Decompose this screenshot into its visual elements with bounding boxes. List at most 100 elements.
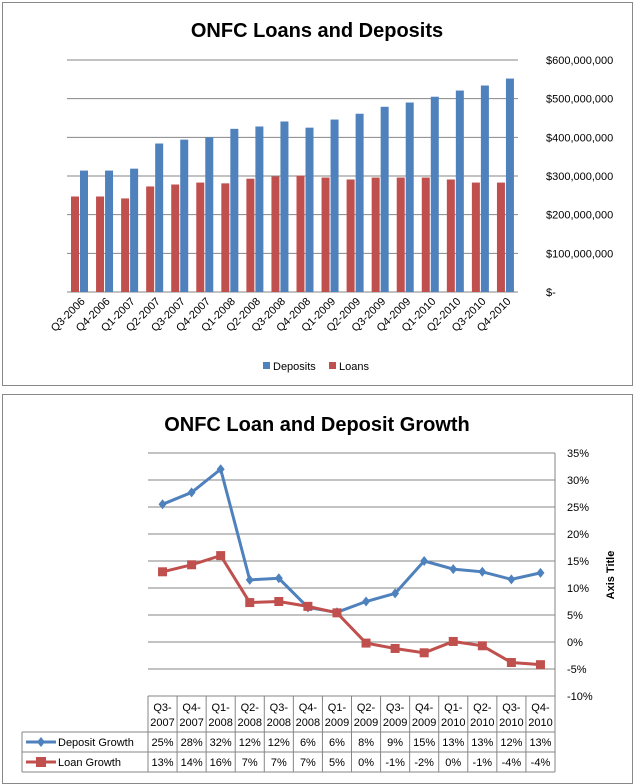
bar-loans — [71, 196, 79, 292]
x-tick-label: Q3- — [386, 702, 405, 714]
data-point-marker — [536, 567, 545, 578]
bar-deposits — [430, 96, 439, 292]
bar-deposits — [505, 78, 514, 292]
table-cell: 8% — [358, 737, 374, 749]
y-tick-label: 5% — [567, 610, 583, 622]
y-tick-label: 35% — [567, 448, 589, 460]
bar-loans — [246, 178, 255, 292]
y-tick-label: 25% — [567, 502, 589, 514]
x-tick-label: Q1- — [212, 702, 231, 714]
chart2-title: ONFC Loan and Deposit Growth — [164, 414, 470, 436]
y-tick-label: $300,000,000 — [546, 171, 613, 183]
x-tick-label: 2008 — [267, 717, 291, 729]
table-cell: 28% — [181, 737, 203, 749]
legend-label: Deposits — [273, 361, 316, 373]
x-tick-label: 2010 — [528, 717, 552, 729]
data-point-marker — [158, 499, 167, 510]
bar-loans — [471, 182, 480, 292]
x-tick-label: 2008 — [238, 717, 262, 729]
data-point-marker — [274, 573, 283, 584]
table-cell: 0% — [358, 757, 374, 769]
bar-loans — [371, 177, 380, 292]
x-tick-label: Q3- — [270, 702, 289, 714]
bar-loans — [321, 177, 330, 292]
y-tick-label: -10% — [567, 691, 593, 703]
x-tick-label: 2010 — [499, 717, 523, 729]
table-cell: -1% — [473, 757, 493, 769]
data-point-marker — [187, 560, 197, 570]
x-tick-label: Q4- — [531, 702, 550, 714]
data-point-marker — [274, 597, 284, 606]
bar-deposits — [130, 168, 139, 292]
bar-deposits — [155, 143, 164, 292]
growth-chart-panel — [2, 394, 633, 784]
y-tick-label: 15% — [567, 556, 589, 568]
bar-deposits — [480, 85, 489, 293]
x-tick-label: Q1- — [328, 702, 347, 714]
bar-deposits — [255, 126, 264, 292]
x-tick-label: 2009 — [325, 717, 349, 729]
bar-deposits — [180, 139, 189, 292]
table-cell: 12% — [239, 737, 261, 749]
x-tick-label: 2009 — [412, 717, 436, 729]
table-cell: 7% — [300, 757, 316, 769]
table-cell: 16% — [210, 757, 232, 769]
table-cell: 14% — [181, 757, 203, 769]
legend-swatch — [329, 362, 336, 369]
bar-deposits — [330, 119, 339, 293]
x-tick-label: 2007 — [150, 717, 174, 729]
x-tick-label: Q1- — [444, 702, 463, 714]
bar-loans — [296, 175, 305, 292]
bar-loans — [171, 184, 180, 292]
y-tick-label: $500,000,000 — [546, 94, 613, 106]
table-cell: -1% — [385, 757, 405, 769]
data-point-marker — [158, 567, 168, 577]
x-tick-label: 2008 — [208, 717, 232, 729]
table-cell: 12% — [500, 737, 522, 749]
data-point-marker — [477, 641, 487, 651]
bar-loans — [121, 198, 130, 292]
x-tick-label: 2007 — [179, 717, 203, 729]
table-cell: 13% — [529, 737, 551, 749]
table-cell: 9% — [387, 737, 403, 749]
bar-loans — [396, 177, 405, 292]
data-point-marker — [332, 608, 342, 618]
y-tick-label: $200,000,000 — [546, 210, 613, 222]
bar-deposits — [405, 102, 414, 293]
bar-loans — [196, 182, 205, 292]
table-cell: 5% — [329, 757, 345, 769]
bar-deposits — [380, 106, 389, 292]
bar-loans — [421, 177, 430, 292]
table-cell: 15% — [413, 737, 435, 749]
table-cell: 13% — [442, 737, 464, 749]
y-tick-label: 20% — [567, 529, 589, 541]
y-tick-label: $400,000,000 — [546, 132, 613, 144]
y-axis-title: Axis Title — [605, 551, 617, 600]
table-cell: -2% — [414, 757, 434, 769]
bar-deposits — [305, 127, 314, 293]
bar-deposits — [230, 128, 239, 292]
data-point-marker — [245, 574, 254, 585]
bar-loans — [271, 176, 280, 292]
data-point-marker — [506, 658, 516, 668]
data-point-marker — [303, 601, 313, 611]
bar-deposits — [355, 113, 364, 292]
data-point-marker — [535, 660, 545, 670]
y-tick-label: 10% — [567, 583, 589, 595]
y-tick-label: $100,000,000 — [546, 248, 613, 260]
bar-deposits — [205, 137, 214, 292]
data-point-marker — [419, 648, 429, 658]
y-tick-label: -5% — [567, 664, 587, 676]
series-line-loan — [162, 553, 541, 667]
data-point-marker — [216, 464, 225, 475]
table-cell: 13% — [152, 757, 174, 769]
x-tick-label: Q4- — [415, 702, 434, 714]
table-cell: 12% — [268, 737, 290, 749]
table-cell: 7% — [242, 757, 258, 769]
legend-label: Loan Growth — [58, 757, 121, 769]
x-tick-label: Q2- — [241, 702, 260, 714]
bar-loans — [96, 196, 105, 292]
bar-deposits — [280, 121, 289, 292]
table-cell: 0% — [445, 757, 461, 769]
x-tick-label: 2009 — [354, 717, 378, 729]
